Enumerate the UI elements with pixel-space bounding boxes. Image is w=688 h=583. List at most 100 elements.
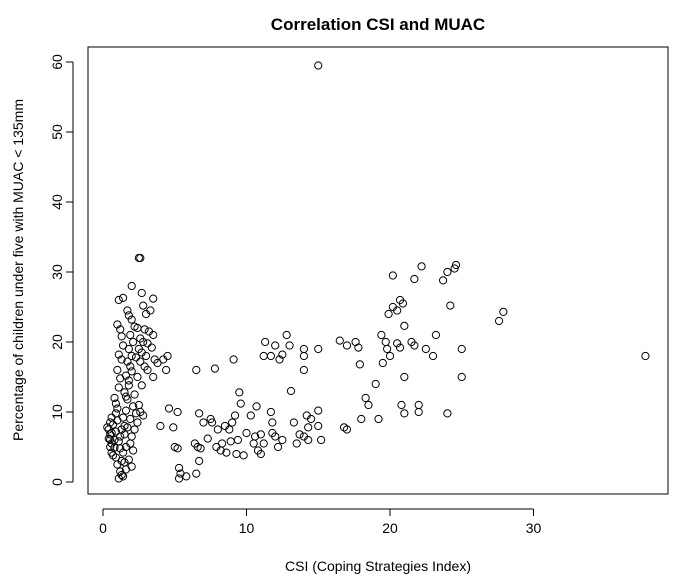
data-point [153, 358, 162, 368]
y-tick-label: 0 [49, 478, 65, 486]
x-tick-label: 20 [382, 520, 398, 536]
data-point [377, 330, 386, 340]
data-point [129, 337, 138, 347]
data-point [210, 364, 220, 373]
data-point [285, 341, 294, 350]
data-point [113, 365, 122, 375]
data-point [400, 409, 409, 418]
data-point [374, 414, 383, 424]
data-point [113, 416, 122, 425]
data-point [499, 307, 508, 316]
y-tick-label: 20 [49, 334, 65, 350]
data-point [173, 407, 182, 417]
data-point [111, 399, 121, 408]
data-point [207, 418, 217, 427]
data-point [342, 341, 352, 350]
data-point [118, 293, 128, 302]
data-point [314, 421, 323, 431]
data-point [149, 330, 158, 340]
data-point [126, 362, 135, 371]
data-point [266, 351, 275, 361]
data-point [123, 357, 132, 366]
data-point [314, 406, 323, 415]
data-point [110, 443, 119, 452]
data-point [113, 404, 122, 413]
data-point [226, 437, 235, 446]
data-point [192, 365, 201, 375]
data-point [162, 365, 171, 375]
data-point [127, 351, 136, 361]
data-point [417, 262, 426, 271]
data-point [196, 444, 205, 453]
data-point [133, 418, 142, 427]
y-tick-label: 30 [49, 264, 65, 280]
data-point [239, 451, 248, 460]
data-point [113, 320, 122, 329]
data-point [124, 376, 133, 385]
data-point [127, 281, 136, 291]
data-point [192, 469, 201, 478]
data-point [457, 372, 466, 382]
data-point [304, 423, 313, 432]
data-point [117, 456, 126, 466]
data-point [146, 306, 155, 315]
data-point [218, 439, 227, 448]
data-point [431, 330, 441, 340]
data-point [139, 337, 148, 347]
data-point [400, 321, 409, 330]
data-point [304, 435, 313, 445]
data-point [451, 260, 461, 270]
data-point [414, 407, 423, 417]
data-point [127, 315, 136, 324]
y-tick-label: 40 [49, 194, 65, 210]
data-point [149, 372, 158, 382]
data-point [388, 271, 397, 280]
data-point [251, 432, 260, 441]
data-point [385, 351, 395, 361]
data-point [225, 425, 234, 434]
data-point [111, 409, 121, 418]
data-point [126, 414, 135, 424]
data-point [143, 339, 152, 348]
data-point [131, 353, 141, 362]
x-axis: 0 10 20 30 [99, 508, 541, 536]
data-point [282, 330, 291, 340]
data-point [118, 472, 128, 481]
y-tick-label: 10 [49, 404, 65, 420]
data-point [133, 372, 142, 382]
data-point [252, 402, 261, 411]
data-point [421, 344, 430, 354]
data-point [110, 393, 119, 403]
data-point [232, 449, 241, 459]
data-point [381, 337, 390, 347]
data-point [299, 365, 308, 375]
data-point [314, 344, 323, 354]
x-axis-label: CSI (Coping Strategies Index) [285, 558, 471, 574]
data-point [169, 423, 178, 432]
data-point [443, 267, 452, 277]
data-point [130, 390, 139, 399]
data-point [114, 383, 123, 392]
data-point [123, 306, 132, 315]
data-point [124, 344, 133, 354]
data-point [278, 435, 287, 445]
data-point [117, 332, 126, 341]
data-point [136, 253, 145, 263]
data-point [120, 388, 129, 397]
y-axis: 0 10 20 30 40 50 60 [49, 54, 74, 486]
data-point [124, 381, 133, 390]
data-point [256, 449, 265, 459]
data-point [139, 301, 148, 310]
data-point [173, 444, 182, 453]
data-point [108, 451, 118, 460]
data-point [174, 474, 184, 483]
y-tick-label: 60 [49, 54, 65, 70]
data-point [306, 414, 316, 424]
data-point [494, 316, 504, 326]
data-point [364, 400, 373, 410]
data-point [398, 299, 408, 308]
data-point [317, 435, 326, 445]
data-point [127, 432, 136, 441]
data-point [357, 414, 366, 424]
